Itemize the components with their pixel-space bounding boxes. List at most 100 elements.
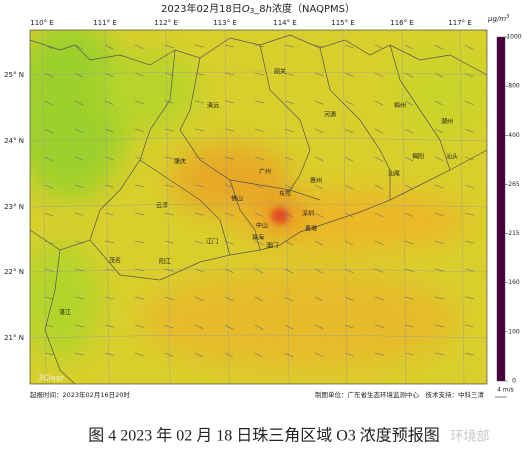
wind-arrow (314, 296, 324, 302)
wind-arrow (134, 240, 144, 244)
title: 2023年02月18日O3_8h浓度（NAQPMS） (161, 2, 355, 15)
meridian (104, 30, 110, 384)
meridian (224, 30, 230, 384)
wind-arrow (224, 100, 234, 104)
wind-arrow (44, 268, 54, 272)
wind-arrow (254, 268, 264, 274)
wind-arrow (74, 100, 84, 106)
scale-label: 4 m/s (497, 387, 514, 394)
wind-arrow (254, 324, 264, 330)
wind-arrow (74, 240, 84, 244)
wind-arrow (194, 296, 204, 301)
wind-arrow (74, 352, 84, 356)
city-label: 佛山 (231, 195, 243, 203)
colorbar-tick-label: 100 (508, 328, 520, 335)
wind-arrow (44, 296, 54, 300)
wind-arrow (194, 128, 204, 132)
wind-arrow (344, 184, 354, 190)
wind-arrow (104, 156, 114, 160)
wind-arrow (314, 156, 324, 162)
wind-arrow (374, 100, 384, 106)
wind-arrow (254, 184, 264, 189)
wind-arrow (314, 184, 324, 190)
wind-arrow (284, 212, 294, 218)
wind-arrow (104, 128, 114, 133)
lat-label: 22° N (4, 268, 24, 276)
wind-arrow (404, 156, 414, 162)
colorbar-tick-label: 800 (508, 83, 520, 90)
wind-arrow (164, 184, 174, 188)
wind-arrow (464, 240, 474, 244)
wind-arrow (224, 352, 234, 358)
wind-arrow (314, 128, 324, 133)
wind-arrow (464, 156, 474, 161)
city-label: 汕头 (446, 153, 458, 161)
wind-arrow (404, 212, 414, 217)
parallel (30, 203, 487, 208)
colorbar-tick-label: 400 (508, 132, 520, 139)
wind-arrow (284, 44, 294, 48)
wind-arrow (254, 212, 264, 217)
wind-arrow (434, 212, 444, 217)
wind-arrow (404, 72, 414, 78)
parallel (30, 137, 487, 142)
wind-arrow (374, 212, 384, 218)
wind-arrow (194, 324, 204, 330)
wind-arrow (74, 44, 84, 50)
wind-arrow (74, 268, 84, 272)
wind-arrow (434, 352, 444, 356)
wind-arrow (254, 156, 264, 161)
wind-arrow (224, 184, 234, 188)
wind-arrow (74, 156, 84, 161)
wind-arrow (194, 156, 204, 160)
lon-label: 111° E (93, 19, 117, 27)
meridian (459, 30, 465, 384)
wind-arrow (284, 268, 294, 274)
wind-arrow (374, 72, 384, 78)
watermark: 环境部 (450, 430, 489, 445)
wind-arrow (44, 100, 54, 106)
wind-arrow (344, 324, 354, 329)
wind-arrow (344, 100, 354, 106)
city-label: 澳门 (266, 242, 278, 250)
wind-arrow (464, 296, 474, 300)
wind-arrow (464, 72, 474, 78)
wind-arrow (224, 268, 234, 273)
issue-time: 起报时间：2023年02月16日20时 (30, 390, 130, 399)
wind-arrow (404, 184, 414, 190)
wind-arrow (284, 72, 294, 76)
wind-arrow (104, 324, 114, 328)
city-label: 潮州 (441, 118, 453, 126)
wind-arrow (44, 240, 54, 245)
graticule (30, 30, 487, 384)
wind-arrow (104, 44, 114, 50)
city-label: 云浮 (156, 202, 168, 210)
wind-arrow (224, 72, 234, 76)
wind-arrow (44, 212, 54, 217)
wind-arrow (434, 156, 444, 161)
wind-arrow (44, 72, 54, 78)
parallel (30, 268, 487, 273)
wind-arrows (44, 44, 474, 358)
title-sub: 3 (250, 7, 254, 15)
wind-arrow (224, 156, 234, 160)
wind-arrow (374, 156, 384, 162)
wind-arrow (134, 352, 144, 357)
meridian (342, 30, 348, 384)
wind-arrow (254, 296, 264, 302)
wind-arrow (224, 44, 234, 48)
wind-arrow (104, 72, 114, 78)
wind-arrow (134, 156, 144, 160)
title-suffix: 浓度（NAQPMS） (272, 2, 355, 15)
wind-arrow (104, 100, 114, 105)
wind-arrow (44, 352, 54, 356)
wind-arrow (254, 240, 264, 246)
wind-arrow (344, 268, 354, 274)
wind-arrow (404, 100, 414, 106)
wind-arrow (134, 296, 144, 300)
wind-arrow (74, 72, 84, 78)
lon-label: 110° E (30, 19, 54, 27)
wind-arrow (464, 128, 474, 133)
